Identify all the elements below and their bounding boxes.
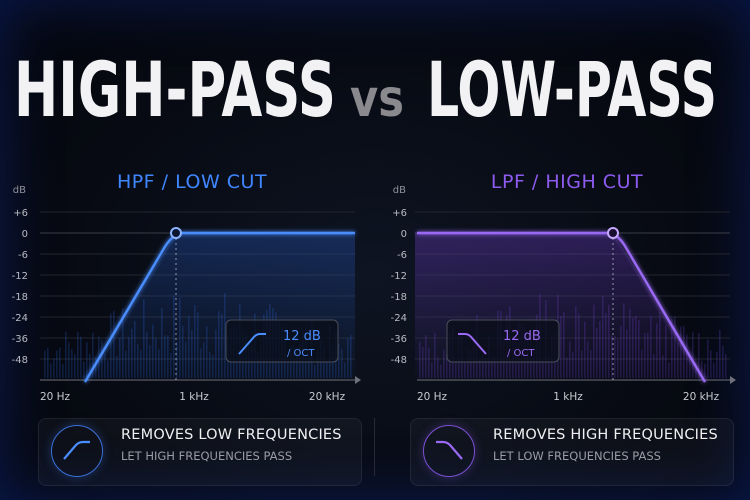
hpf-y-tick-label: -24 (12, 313, 28, 324)
lpf-y-tick-label: -12 (391, 271, 407, 282)
hpf-y-tick-label: -12 (12, 271, 28, 282)
lpf-spectrum-bar (707, 339, 709, 378)
lpf-slope-badge: 12 dB / OCT (446, 319, 560, 363)
lpf-info-card: REMOVES HIGH FREQUENCIES LET LOW FREQUEN… (410, 418, 734, 486)
lpf-slope-value: 12 dB (503, 329, 541, 344)
lpf-slope-unit: / OCT (507, 348, 535, 359)
lpf-y-tick-label: -18 (391, 292, 407, 303)
hpf-y-tick-label: -6 (18, 250, 28, 261)
headline-high-pass: HIGH-PASS (14, 45, 336, 134)
hpf-spectrum-bar (68, 342, 70, 378)
hpf-slope-unit: / OCT (287, 348, 315, 359)
hpf-x-tick-20khz: 20 kHz (309, 391, 346, 403)
hpf-slope-value: 12 dB (283, 329, 321, 344)
lpf-slope-icon (458, 333, 487, 355)
hpf-spectrum-bar (44, 350, 46, 378)
lpf-spectrum-bar (692, 332, 694, 378)
hpf-slope-badge: 12 dB / OCT (225, 319, 339, 363)
hpf-cutoff-point[interactable] (170, 227, 182, 239)
hpf-y-tick-label: -48 (12, 355, 28, 366)
hpf-spectrum-bar (77, 332, 79, 378)
lpf-x-tick-20hz: 20 Hz (417, 391, 448, 403)
headline: HIGH-PASS vs LOW-PASS (0, 28, 750, 148)
hpf-x-tick-20hz: 20 Hz (40, 391, 71, 403)
hpf-x-tick-1khz: 1 kHz (179, 391, 209, 403)
lpf-y-tick-label: 0 (401, 229, 407, 240)
hpf-y-tick-label: 0 (22, 229, 28, 240)
hpf-info-icon (51, 425, 103, 477)
lpf-spectrum-bar (725, 354, 727, 378)
hpf-spectrum-bar (92, 332, 94, 378)
hpf-info-card: REMOVES LOW FREQUENCIES LET HIGH FREQUEN… (38, 418, 362, 486)
lpf-x-tick-1khz: 1 kHz (553, 391, 583, 403)
lpf-spectrum-bar (722, 345, 724, 378)
lpf-spectrum-bar (713, 362, 715, 378)
lpf-spectrum-bar (701, 360, 703, 378)
lpf-info-icon (423, 425, 475, 477)
lpf-y-tick-label: -48 (391, 355, 407, 366)
hpf-spectrum-bar (53, 358, 55, 378)
hpf-y-tick-label: -18 (12, 292, 28, 303)
lpf-info-sub: LET LOW FREQUENCIES PASS (493, 449, 661, 463)
hpf-spectrum-bar (89, 353, 91, 378)
hpf-spectrum-bar (80, 336, 82, 378)
hpf-spectrum-bar (56, 350, 58, 378)
hpf-x-axis-arrow (355, 376, 361, 384)
hpf-info-main: REMOVES LOW FREQUENCIES (121, 427, 342, 443)
lpf-spectrum-bar (716, 352, 718, 378)
hpf-y-tick-label: +6 (13, 208, 28, 219)
lpf-title: LPF / HIGH CUT (491, 171, 643, 193)
hpf-panel: HPF / LOW CUT dB +6 0 -6 -12 -18 -24 -36 -48 12… (0, 160, 375, 410)
lpf-spectrum-bar (704, 363, 706, 378)
lpf-spectrum-bar (710, 350, 712, 378)
hpf-spectrum-bar (71, 349, 73, 378)
hpf-slope-icon (238, 333, 266, 355)
hpf-spectrum-bar (59, 347, 61, 378)
lpf-y-ticks: +6 0 -6 -12 -18 -24 -36 -48 (391, 208, 407, 366)
headline-low-pass: LOW-PASS (427, 45, 717, 134)
hpf-y-unit: dB (13, 185, 26, 196)
hpf-spectrum-bar (62, 363, 64, 378)
hpf-y-ticks: +6 0 -6 -12 -18 -24 -36 -48 (12, 208, 28, 366)
hpf-title: HPF / LOW CUT (117, 171, 267, 193)
lpf-spectrum-bar (698, 332, 700, 378)
hpf-info-sub: LET HIGH FREQUENCIES PASS (121, 449, 293, 463)
hpf-spectrum-bar (50, 363, 52, 378)
lpf-panel: LPF / HIGH CUT dB +6 0 -6 -12 -18 -24 -36 -48 1… (375, 160, 750, 410)
headline-vs: vs (350, 69, 404, 129)
lpf-y-tick-label: +6 (392, 208, 407, 219)
hpf-spectrum-bar (65, 331, 67, 378)
lpf-spectrum-bar (719, 329, 721, 378)
hpf-spectrum-bar (86, 342, 88, 378)
lpf-y-tick-label: -24 (391, 313, 407, 324)
lpf-cutoff-point[interactable] (607, 227, 619, 239)
lpf-info-main: REMOVES HIGH FREQUENCIES (493, 427, 718, 443)
hpf-spectrum-bar (47, 347, 49, 378)
lpf-x-tick-20khz: 20 kHz (683, 391, 720, 403)
hpf-spectrum-bar (74, 353, 76, 378)
lpf-y-unit: dB (393, 185, 406, 196)
lpf-x-axis-arrow (730, 376, 736, 384)
lpf-y-tick-label: -6 (397, 250, 407, 261)
info-divider (374, 418, 375, 476)
hpf-spectrum-bar (83, 361, 85, 378)
lpf-y-tick-label: -36 (391, 334, 407, 345)
hpf-y-tick-label: -36 (12, 334, 28, 345)
